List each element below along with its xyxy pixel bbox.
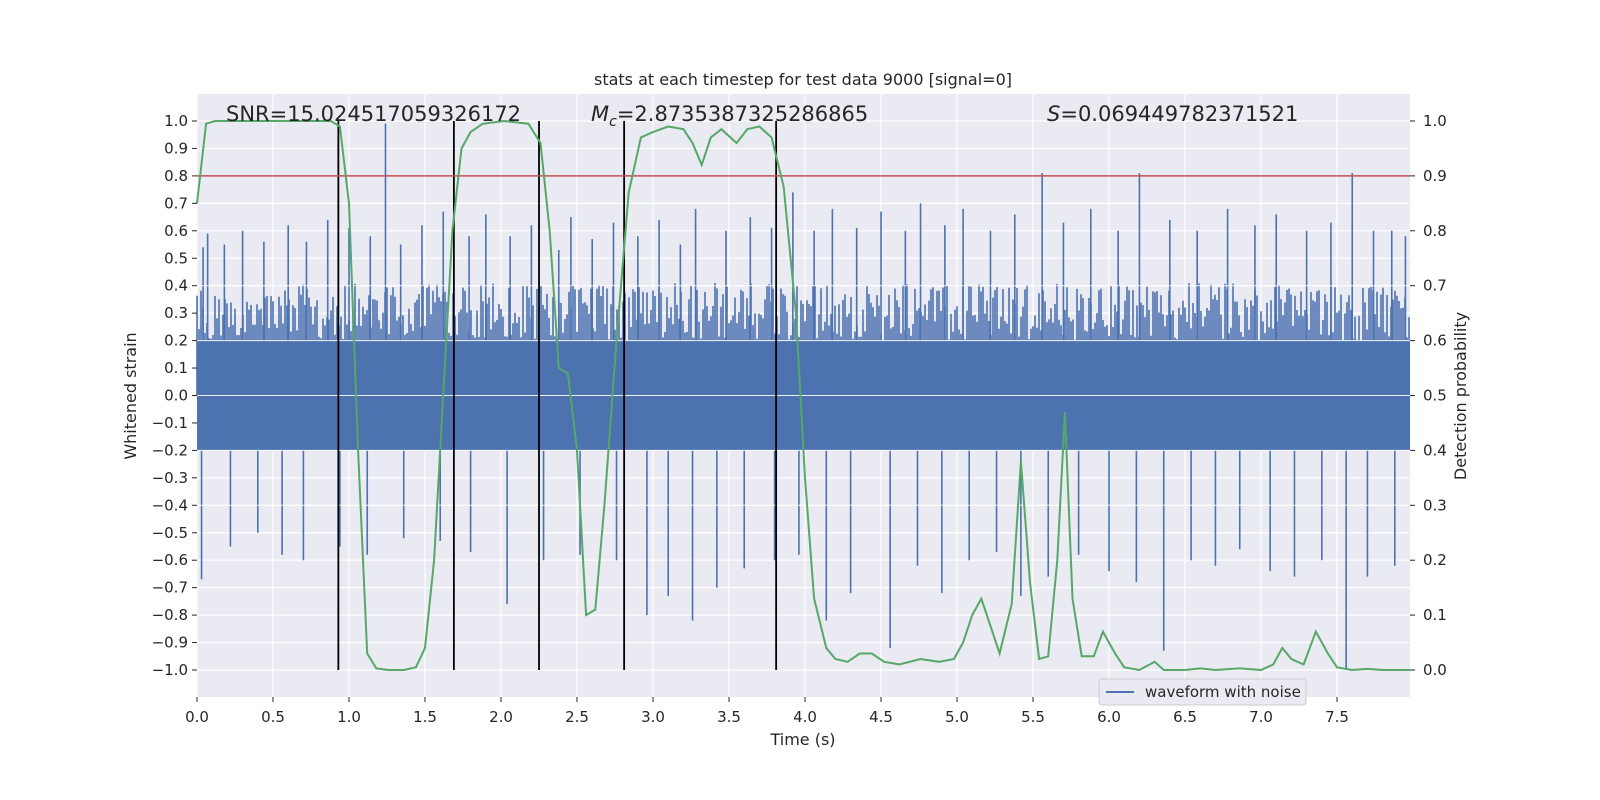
y-left-tick-label: −0.7 [152,579,188,597]
y-right-tick-label: 0.5 [1423,387,1447,405]
detection-probability-line [196,119,1410,672]
x-tick-label: 4.0 [793,708,817,726]
y-right-tick-label: 0.0 [1423,661,1447,679]
waveform-series [196,123,1410,670]
x-tick-label: 0.5 [261,708,285,726]
x-tick-label: 6.0 [1097,708,1121,726]
y-axis-left-label: Whitened strain [121,332,140,459]
y-axis-left: 1.0 0.9 0.8 0.7 0.6 0.5 0.4 0.3 0.2 0.1 0.0 −0.1 −0.… [152,112,197,679]
snr-annotation: SNR=15.024517059326172 [226,102,521,126]
y-right-tick-label: 0.8 [1423,222,1447,240]
y-right-tick-label: 0.9 [1423,167,1447,185]
x-tick-label: 1.5 [413,708,437,726]
s-value: =0.069449782371521 [1060,102,1298,126]
event-markers [337,121,778,670]
s-symbol: S [1047,102,1060,126]
y-left-tick-label: 0.5 [164,249,188,267]
y-left-tick-label: −0.1 [152,414,188,432]
y-left-tick-label: −0.8 [152,606,188,624]
x-tick-label: 7.5 [1325,708,1349,726]
y-right-tick-label: 1.0 [1423,112,1447,130]
y-left-tick-label: −0.5 [152,524,188,542]
y-left-tick-label: 0.2 [164,332,188,350]
y-left-tick-label: 0.1 [164,359,188,377]
x-tick-label: 1.0 [337,708,361,726]
y-left-tick-label: −0.6 [152,551,188,569]
y-left-tick-label: 0.7 [164,194,188,212]
y-left-tick-label: −0.4 [152,496,188,514]
x-tick-label: 0.0 [185,708,209,726]
chirp-mass-subscript: c [609,114,617,130]
legend-entry: waveform with noise [1145,683,1301,701]
y-left-tick-label: −1.0 [152,661,188,679]
x-tick-label: 2.0 [489,708,513,726]
legend-box [1098,678,1307,706]
x-tick-label: 3.0 [641,708,665,726]
x-tick-label: 4.5 [869,708,893,726]
detection-probability-series [196,119,1410,672]
s-annotation: S=0.069449782371521 [1047,102,1298,126]
y-right-tick-label: 0.6 [1423,332,1447,350]
y-left-tick-label: 0.9 [164,139,188,157]
x-axis: 0.0 0.5 1.0 1.5 2.0 2.5 3.0 3.5 4.0 4.5 5.0 5.5 6.0 6… [185,697,1349,726]
x-tick-label: 7.0 [1249,708,1273,726]
x-tick-label: 5.0 [945,708,969,726]
x-tick-label: 6.5 [1173,708,1197,726]
chirp-mass-symbol: M [591,102,609,126]
y-left-tick-label: 0.4 [164,277,188,295]
chirp-mass-value: =2.8735387325286865 [617,102,868,126]
y-left-tick-label: −0.9 [152,634,188,652]
y-left-tick-label: 0.8 [164,167,188,185]
y-left-tick-label: −0.2 [152,441,188,459]
y-left-tick-label: 1.0 [164,112,188,130]
x-tick-label: 3.5 [717,708,741,726]
y-right-tick-label: 0.4 [1423,441,1447,459]
y-right-tick-label: 0.7 [1423,277,1447,295]
legend: waveform with noise [1098,678,1307,706]
y-right-tick-label: 0.1 [1423,606,1447,624]
y-right-tick-label: 0.2 [1423,551,1447,569]
x-tick-label: 2.5 [565,708,589,726]
y-left-tick-label: 0.3 [164,304,188,322]
x-axis-label: Time (s) [769,730,835,749]
y-left-tick-label: 0.0 [164,387,188,405]
y-left-tick-label: −0.3 [152,469,188,487]
x-tick-label: 5.5 [1021,708,1045,726]
y-axis-right: 1.0 0.9 0.8 0.7 0.6 0.5 0.4 0.3 0.2 0.1 0.0 [1410,112,1447,679]
y-left-tick-label: 0.6 [164,222,188,240]
y-right-tick-label: 0.3 [1423,496,1447,514]
y-axis-right-label: Detection probability [1451,312,1470,480]
chirp-mass-annotation: Mc=2.8735387325286865 [591,102,868,130]
chart-title: stats at each timestep for test data 900… [594,70,1012,89]
